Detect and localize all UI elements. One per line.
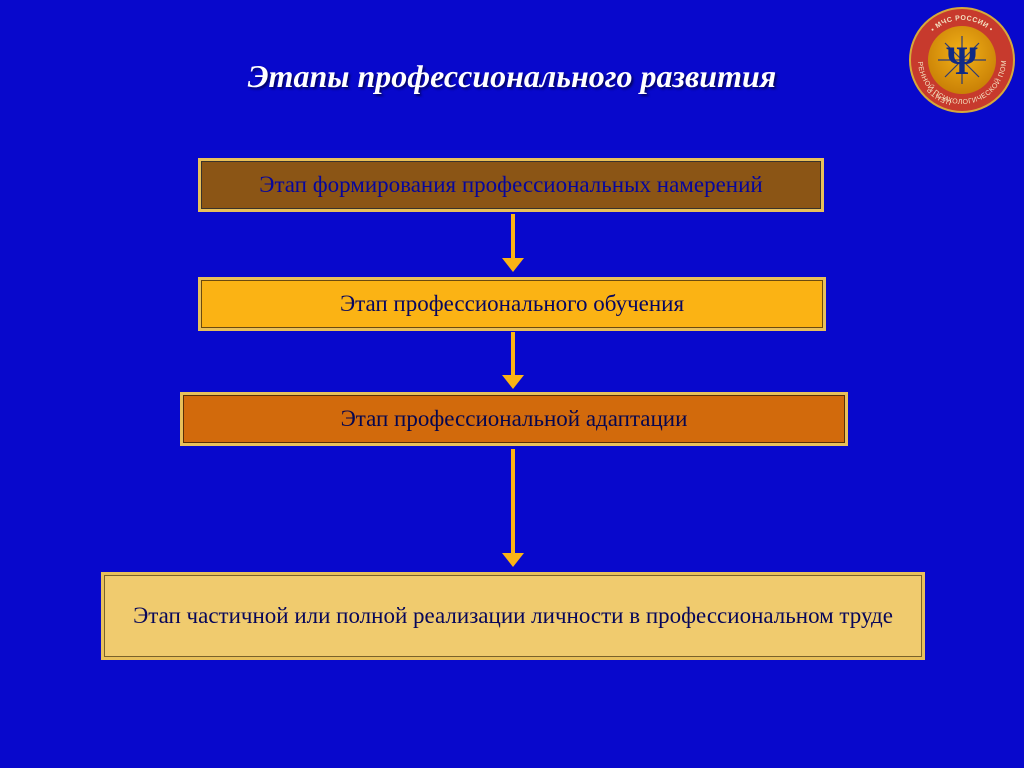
arrow-shaft bbox=[511, 449, 515, 553]
slide-root: Этапы профессионального развития bbox=[0, 0, 1024, 768]
arrow-3 bbox=[502, 449, 524, 567]
arrow-head-icon bbox=[502, 553, 524, 567]
stage-label: Этап профессиональной адаптации bbox=[341, 406, 688, 432]
arrow-shaft bbox=[511, 332, 515, 375]
logo-svg: Ψ • МЧС РОССИИ • ЭКСТРЕННОЙ ПСИХОЛОГИЧЕС… bbox=[908, 6, 1016, 114]
arrow-2 bbox=[502, 332, 524, 389]
stage-label: Этап частичной или полной реализации лич… bbox=[133, 603, 893, 629]
stage-box-1: Этап формирования профессиональных намер… bbox=[201, 161, 821, 209]
stage-box-3: Этап профессиональной адаптации bbox=[183, 395, 845, 443]
stage-box-4: Этап частичной или полной реализации лич… bbox=[104, 575, 922, 657]
arrow-shaft bbox=[511, 214, 515, 258]
slide-title: Этапы профессионального развития bbox=[0, 58, 1024, 95]
stage-label: Этап формирования профессиональных намер… bbox=[259, 172, 762, 198]
emchs-logo: Ψ • МЧС РОССИИ • ЭКСТРЕННОЙ ПСИХОЛОГИЧЕС… bbox=[908, 6, 1016, 114]
arrow-1 bbox=[502, 214, 524, 272]
arrow-head-icon bbox=[502, 375, 524, 389]
arrow-head-icon bbox=[502, 258, 524, 272]
stage-label: Этап профессионального обучения bbox=[340, 291, 684, 317]
stage-box-2: Этап профессионального обучения bbox=[201, 280, 823, 328]
svg-text:Ψ: Ψ bbox=[946, 38, 978, 83]
